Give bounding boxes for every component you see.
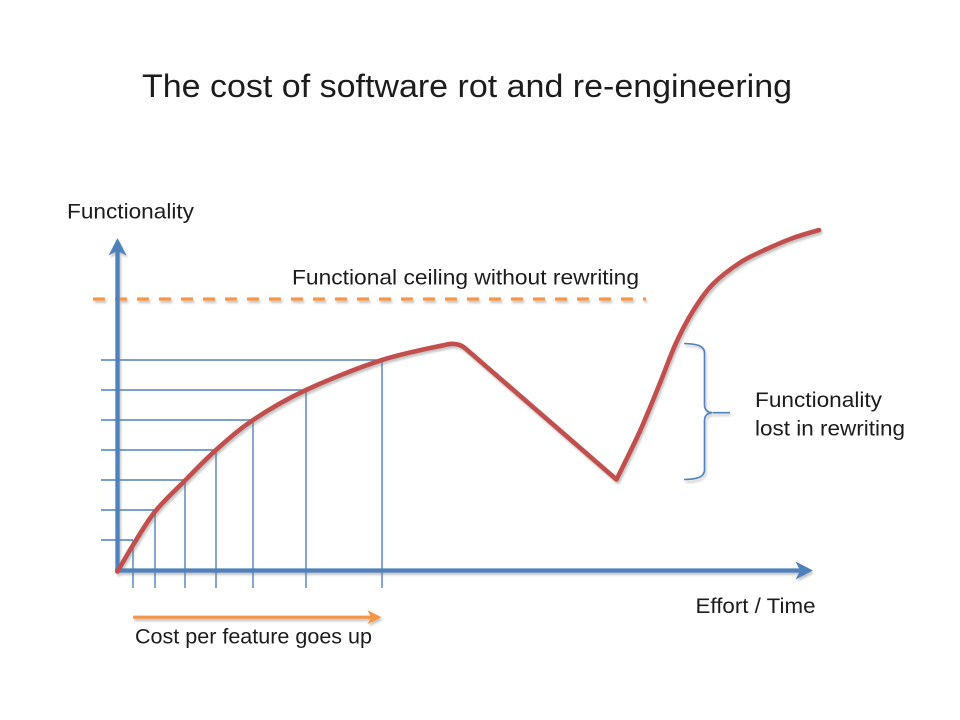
svg-text:lost in rewriting: lost in rewriting — [755, 418, 905, 441]
svg-text:Functionality: Functionality — [67, 200, 195, 223]
svg-text:Effort / Time: Effort / Time — [696, 595, 816, 618]
svg-text:Functional ceiling without rew: Functional ceiling without rewriting — [292, 267, 639, 290]
svg-text:Cost per feature goes up: Cost per feature goes up — [135, 626, 372, 649]
svg-text:The cost of software rot and r: The cost of software rot and re-engineer… — [142, 68, 792, 104]
svg-text:Functionality: Functionality — [755, 389, 883, 412]
